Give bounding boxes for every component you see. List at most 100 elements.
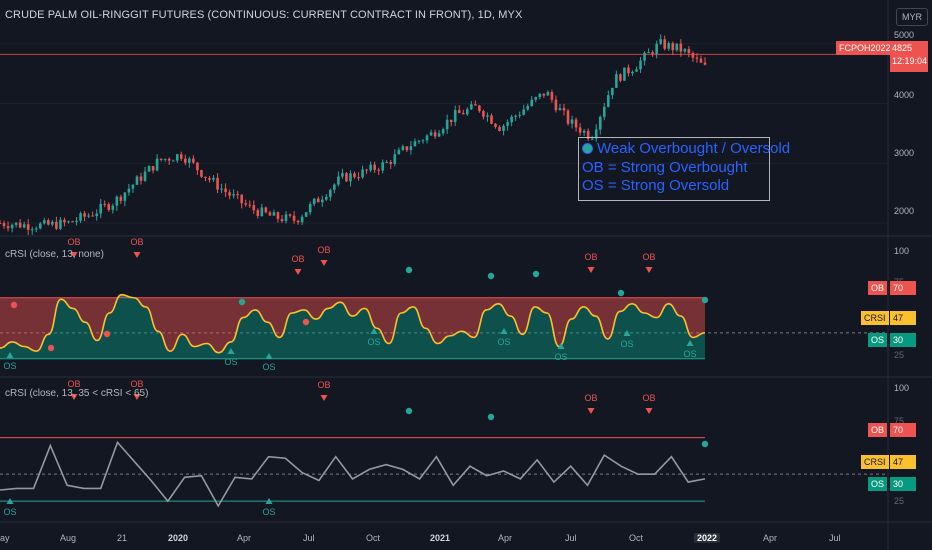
candle-body	[353, 173, 356, 178]
candle-body	[139, 176, 143, 181]
os-signal-icon	[265, 353, 273, 359]
candle-body	[550, 91, 554, 100]
candle-body	[325, 196, 328, 200]
candle-body	[598, 116, 602, 130]
candle-body	[288, 214, 292, 216]
candle-body	[590, 138, 594, 140]
candle-body	[55, 221, 58, 229]
legend-os: OS = Strong Oversold	[582, 177, 730, 194]
candle-body	[264, 207, 268, 213]
weak-signal-dot	[487, 272, 495, 280]
candle-body	[212, 177, 215, 180]
candle-body	[542, 93, 546, 96]
candle-body	[421, 140, 425, 142]
x-tick-aug: Aug	[60, 533, 77, 543]
candle-body	[361, 169, 364, 178]
candle-body	[441, 129, 445, 134]
candle-body	[123, 192, 127, 201]
candle-body	[30, 229, 34, 231]
currency-button[interactable]: MYR	[896, 8, 928, 26]
os-signal-icon	[6, 498, 14, 504]
os-signal-text: OS	[262, 362, 275, 372]
x-tick-apr-2021: Apr	[498, 533, 513, 543]
candle-body	[296, 220, 300, 223]
candle-body	[131, 184, 135, 189]
candle-body	[196, 162, 199, 171]
candle-body	[111, 205, 115, 210]
candle-body	[602, 106, 606, 117]
legend-ob: OB = Strong Overbought	[582, 158, 748, 176]
ob-signal-icon	[587, 267, 595, 273]
ob-signal-icon	[70, 252, 78, 258]
crsi-filtered-line	[0, 440, 706, 508]
candle-body	[6, 226, 10, 229]
candle-body	[47, 220, 50, 225]
x-tick-jul-2022: Jul	[829, 533, 841, 543]
candle-body	[107, 204, 111, 210]
weak-signal-dot	[302, 318, 310, 326]
candle-body	[538, 93, 542, 98]
os-signal-text: OS	[3, 361, 16, 371]
candle-body	[18, 222, 22, 228]
os-level-value-2: 30	[890, 477, 916, 491]
ob-signal-icon	[320, 395, 328, 401]
crsi-filtered-pane-label: cRSI (close, 13, 35 < cRSI < 65)	[5, 388, 149, 399]
candle-body	[119, 196, 123, 201]
candle-body	[232, 194, 235, 196]
ob-signal-text: OB	[130, 379, 143, 389]
candle-body	[417, 140, 421, 142]
candle-body	[316, 198, 320, 203]
candle-body	[607, 95, 610, 107]
candle-body	[341, 173, 344, 177]
ob-signal-text: OB	[317, 245, 330, 255]
candle-body	[244, 203, 248, 205]
candle-body	[631, 71, 634, 74]
candle-body	[369, 164, 372, 171]
candle-body	[268, 212, 272, 216]
candle-body	[482, 111, 485, 117]
candle-body	[10, 224, 14, 229]
candle-body	[393, 154, 397, 164]
ob-signal-icon	[70, 394, 78, 400]
candle-body	[373, 164, 376, 170]
candle-body	[474, 104, 477, 106]
candle-body	[445, 119, 449, 130]
candle-body	[663, 39, 667, 49]
candle-body	[449, 119, 453, 123]
ob-signal-icon	[320, 260, 328, 266]
ob-signal-icon	[133, 252, 141, 258]
os-signal-icon	[227, 348, 235, 354]
candle-body	[490, 115, 493, 124]
candle-body	[562, 108, 566, 111]
candle-body	[623, 67, 626, 81]
candle-body	[329, 189, 332, 197]
candle-body	[457, 110, 461, 114]
candle-body	[639, 60, 642, 70]
ob-level-value-2: 70	[890, 423, 916, 437]
candle-body	[470, 104, 473, 110]
candle-body	[554, 99, 558, 111]
candle-body	[14, 222, 18, 225]
candle-body	[574, 119, 578, 128]
candle-body	[679, 43, 683, 52]
candle-body	[79, 213, 82, 221]
ob-signal-text: OB	[130, 237, 143, 247]
candle-body	[647, 52, 650, 54]
candle-body	[192, 158, 195, 163]
legend-weak: Weak Overbought / Oversold	[582, 140, 790, 159]
candle-body	[87, 215, 90, 217]
candle-body	[345, 173, 348, 182]
os-signal-text: OS	[3, 507, 16, 517]
y-tick-2000: 2000	[894, 206, 915, 216]
candle-body	[224, 188, 227, 193]
x-tick-may: ay	[0, 533, 10, 543]
os-signal-text: OS	[367, 337, 380, 347]
candle-body	[83, 213, 86, 217]
chart-title: CRUDE PALM OIL-RINGGIT FUTURES (CONTINUO…	[5, 9, 523, 21]
candle-body	[437, 133, 441, 137]
candle-body	[320, 199, 324, 203]
candle-body	[389, 162, 393, 164]
x-tick-jul-2020: Jul	[303, 533, 315, 543]
os-signal-text: OS	[224, 357, 237, 367]
